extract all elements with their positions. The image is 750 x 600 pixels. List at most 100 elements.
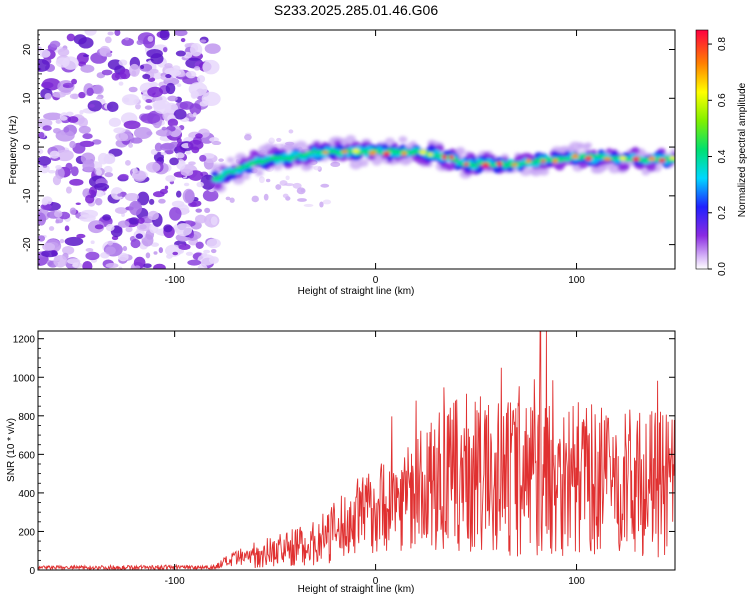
noise-blob xyxy=(118,59,128,66)
noise-blob xyxy=(176,83,182,87)
ridge-hotspot xyxy=(571,154,579,159)
noise-blob xyxy=(218,158,224,162)
noise-blob xyxy=(196,181,204,188)
noise-blob xyxy=(322,199,332,205)
snr-series-line xyxy=(38,331,675,570)
noise-blob xyxy=(197,264,208,269)
noise-blob xyxy=(49,40,61,48)
noise-blob xyxy=(285,175,290,181)
spectrogram-y-tick-label: -20 xyxy=(22,237,33,252)
noise-blob xyxy=(55,219,60,224)
noise-blob xyxy=(38,156,52,166)
spectrogram-y-tick-label: -10 xyxy=(22,188,33,203)
noise-blob xyxy=(134,265,141,269)
noise-blob xyxy=(65,162,73,171)
noise-blob xyxy=(132,170,147,182)
noise-blob xyxy=(199,154,207,162)
noise-blob xyxy=(103,165,113,174)
noise-blob xyxy=(193,66,201,71)
spectrogram-y-tick-label: 20 xyxy=(22,44,33,56)
noise-blob xyxy=(174,30,188,37)
colorbar-label: Normalized spectral amplitude xyxy=(737,82,748,217)
noise-blob xyxy=(195,241,204,249)
noise-blob xyxy=(94,183,110,191)
snr-y-label: SNR (10 * v/v) xyxy=(6,418,17,482)
ridge-hotspot xyxy=(658,158,666,163)
noise-blob xyxy=(147,210,159,221)
noise-blob xyxy=(38,46,43,52)
noise-blob xyxy=(48,226,55,231)
noise-blob xyxy=(145,161,161,173)
ridge-hotspot xyxy=(648,156,656,162)
noise-blob xyxy=(78,91,86,99)
ridge-blob xyxy=(291,155,296,159)
ridge-blob xyxy=(445,163,455,171)
noise-blob xyxy=(147,35,154,42)
ridge-blob xyxy=(358,159,369,167)
noise-blob xyxy=(75,202,81,205)
noise-blob xyxy=(180,38,186,43)
ridge-blob xyxy=(214,176,221,181)
noise-blob xyxy=(188,161,196,166)
noise-blob xyxy=(113,127,126,134)
noise-blob xyxy=(114,207,128,214)
ridge-blob xyxy=(294,156,298,160)
snr-panel: -100 0 100 0 200 400 600 800 1000 1200 Height of… xyxy=(6,330,676,595)
noise-blob xyxy=(282,193,289,199)
noise-blob xyxy=(146,49,163,59)
noise-blob xyxy=(95,198,103,206)
colorbar-tick-label: 0.0 xyxy=(717,262,728,276)
ridge-blob xyxy=(507,160,513,165)
noise-blob xyxy=(85,248,94,252)
noise-blob xyxy=(71,78,78,85)
noise-blob xyxy=(88,104,95,108)
noise-blob xyxy=(258,176,265,184)
noise-blob xyxy=(88,186,98,196)
noise-blob xyxy=(135,103,141,110)
noise-blob xyxy=(118,81,124,86)
noise-blob xyxy=(129,63,140,77)
ridge-blob xyxy=(630,146,640,155)
noise-blob xyxy=(165,82,176,95)
spectrogram-x-tick-label: 100 xyxy=(568,275,585,286)
noise-blob xyxy=(251,195,259,203)
noise-blob xyxy=(66,33,76,42)
noise-blob xyxy=(57,48,70,57)
noise-blob xyxy=(292,182,302,189)
ridge-blob xyxy=(464,165,473,173)
noise-blob xyxy=(105,263,119,269)
ridge-blob xyxy=(254,169,264,177)
spectrogram-x-label: Height of straight line (km) xyxy=(298,286,415,297)
noise-blob xyxy=(330,161,341,168)
noise-blob xyxy=(188,82,208,97)
noise-blob xyxy=(41,78,61,91)
noise-blob xyxy=(122,246,128,252)
noise-blob xyxy=(185,150,191,155)
ridge-blob xyxy=(345,134,357,144)
noise-blob xyxy=(320,183,330,188)
noise-blob xyxy=(183,182,190,187)
noise-blob xyxy=(135,233,143,239)
noise-blob xyxy=(143,263,152,269)
noise-blob xyxy=(76,233,86,239)
spectrogram-x-ticks: -100 0 100 xyxy=(165,30,585,286)
noise-blob xyxy=(39,49,51,58)
noise-blob xyxy=(111,72,120,81)
noise-blob xyxy=(55,119,62,124)
noise-blob xyxy=(194,214,207,224)
noise-blob xyxy=(85,194,95,204)
ridge-hotspot xyxy=(603,157,612,162)
snr-frame xyxy=(37,330,676,571)
noise-blob xyxy=(78,37,94,49)
noise-blob xyxy=(169,70,182,76)
noise-blob xyxy=(55,149,74,162)
noise-blob xyxy=(128,86,138,93)
noise-blob xyxy=(108,117,121,128)
colorbar-gradient xyxy=(695,29,709,270)
noise-blob xyxy=(147,86,164,98)
noise-blob xyxy=(118,173,129,180)
noise-blob xyxy=(97,152,109,165)
noise-blob xyxy=(175,152,185,159)
ridge-hotspot xyxy=(632,156,640,162)
